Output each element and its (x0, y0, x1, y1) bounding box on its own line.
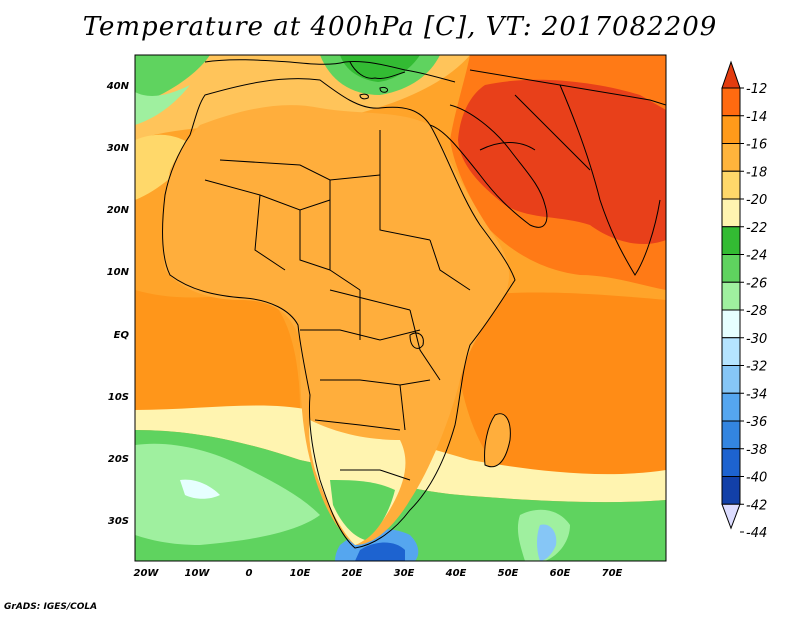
colorbar-label: -44 (746, 526, 767, 541)
lat-label: 10S (108, 392, 129, 403)
colorbar-swatch (721, 226, 741, 255)
colorbar-label: -32 (746, 360, 767, 375)
colorbar-label: -20 (746, 193, 767, 208)
colorbar-swatch (721, 198, 741, 228)
colorbar: -12 -14 -16 -18 -20 -22 -24 -26 -28 -30 -32 -34 -36 -… (721, 60, 767, 541)
colorbar-label: -22 (746, 221, 767, 236)
lat-label: 40N (106, 81, 130, 92)
lon-label: 30E (394, 568, 415, 579)
lon-label: 20E (342, 568, 363, 579)
lat-label: 20S (108, 454, 129, 465)
colorbar-swatch (721, 87, 741, 117)
colorbar-swatch (721, 337, 741, 366)
colorbar-label: -26 (746, 276, 767, 291)
latitude-axis: 40N 30N 20N 10N EQ 10S 20S 30S (106, 81, 130, 527)
lat-label: 30N (107, 143, 130, 154)
lon-label: 60E (550, 568, 571, 579)
lon-label: 10W (185, 568, 211, 579)
lon-label: 10E (290, 568, 311, 579)
lon-label: 70E (602, 568, 623, 579)
colorbar-label: -12 (746, 82, 767, 97)
colorbar-label: -24 (746, 249, 767, 264)
colorbar-swatch (721, 309, 741, 339)
colorbar-swatch (721, 254, 741, 283)
lon-label: 50E (498, 568, 519, 579)
colorbar-top-arrow (721, 60, 741, 89)
plot-frame (134, 54, 667, 562)
colorbar-swatch (721, 392, 741, 422)
colorbar-label: -30 (746, 332, 767, 347)
colorbar-bottom-arrow (721, 503, 741, 530)
colorbar-swatch (721, 420, 741, 450)
map-title: Temperature at 400hPa [C], VT: 201708220… (82, 12, 718, 42)
colorbar-label: -14 (746, 110, 767, 125)
colorbar-label: -16 (746, 138, 767, 153)
lon-label: 40E (445, 568, 467, 579)
colorbar-label: -42 (746, 498, 767, 513)
colorbar-label: -28 (746, 304, 767, 319)
colorbar-label: -34 (746, 387, 767, 402)
colorbar-label: -18 (746, 165, 767, 180)
lat-label: 20N (107, 205, 130, 216)
colorbar-label: -40 (746, 471, 767, 486)
longitude-axis: 20W 10W 0 10E 20E 30E 40E 50E 60E 70E (134, 568, 623, 579)
lat-label: EQ (114, 330, 130, 341)
lat-label: 10N (107, 267, 130, 278)
boundaries (162, 59, 666, 549)
colorbar-swatch (721, 115, 741, 144)
colorbar-swatch (721, 448, 741, 477)
colorbar-swatch (721, 365, 741, 394)
lon-label: 0 (246, 568, 253, 579)
colorbar-label: -36 (746, 415, 767, 430)
colorbar-swatch (721, 170, 741, 200)
lat-label: 30S (108, 516, 129, 527)
credit-text: GrADS: IGES/COLA (4, 602, 98, 612)
lon-label: 20W (134, 568, 160, 579)
colorbar-swatch (721, 281, 741, 311)
colorbar-swatch (721, 476, 741, 505)
colorbar-swatch (721, 143, 741, 172)
colorbar-label: -38 (746, 443, 767, 458)
